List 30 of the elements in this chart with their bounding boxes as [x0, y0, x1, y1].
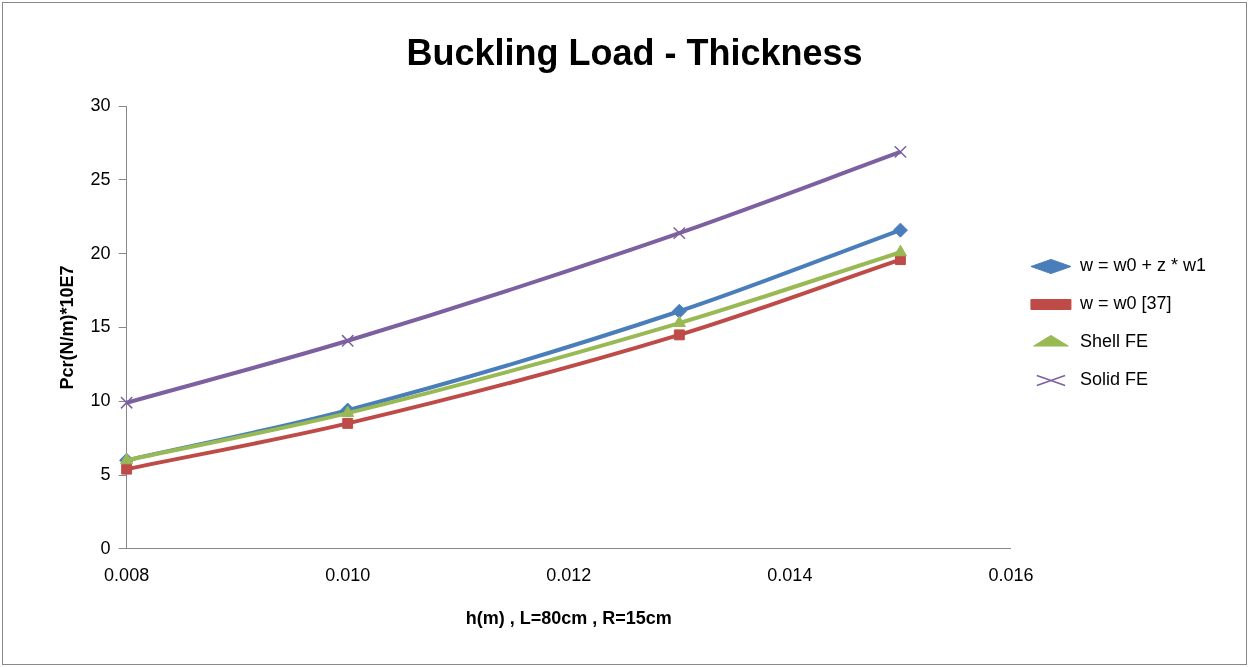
legend-label: Solid FE [1079, 369, 1148, 390]
legend-label: w = w0 + z * w1 [1078, 255, 1207, 276]
y-tick-label: 5 [100, 464, 111, 484]
point [671, 303, 687, 319]
point [893, 244, 907, 257]
point [121, 463, 133, 475]
point [894, 145, 907, 159]
point [342, 417, 354, 429]
x-tick-label: 0.012 [546, 564, 592, 585]
x-tick-label: 0.016 [988, 564, 1034, 585]
y-tick-label: 25 [90, 168, 111, 189]
legend-label: w = w0 [37] [1078, 293, 1172, 314]
point [120, 396, 134, 410]
y-tick-label: 15 [90, 316, 111, 337]
y-tick-label: 20 [90, 242, 111, 263]
y-axis-title: Pcr(N/m)*10E7 [56, 265, 77, 390]
x-tick-label: 0.010 [325, 564, 371, 585]
point [672, 226, 686, 240]
point [341, 334, 355, 348]
y-tick-label: 10 [90, 390, 111, 411]
x-axis-title: h(m) , L=80cm , R=15cm [465, 608, 672, 629]
x-tick-label: 0.014 [767, 564, 813, 585]
y-tick-label: 0 [100, 537, 111, 558]
chart-title: Buckling Load - Thickness [406, 31, 863, 73]
legend-label: Shell FE [1079, 331, 1148, 352]
point [672, 315, 686, 328]
x-tick-label: 0.008 [104, 564, 150, 585]
y-tick-label: 30 [90, 95, 111, 116]
point [673, 329, 685, 341]
point [892, 222, 908, 238]
